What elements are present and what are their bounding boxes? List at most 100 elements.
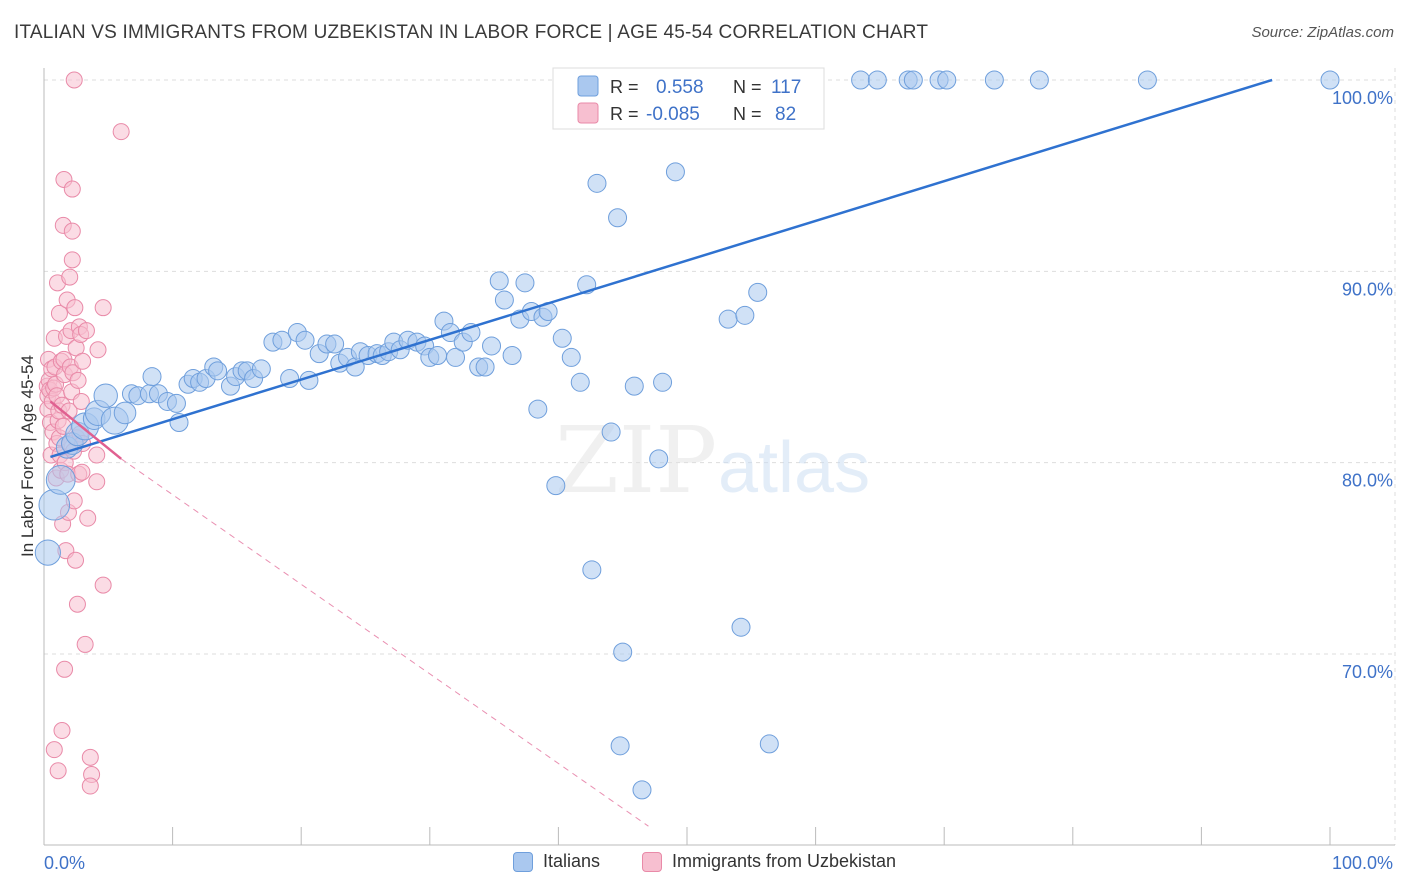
legend-n-value-italians: 117	[771, 77, 801, 98]
data-point-italians	[325, 334, 345, 354]
data-point-uzbek	[88, 446, 106, 464]
data-point-italians	[475, 357, 495, 377]
data-point-uzbek	[69, 371, 87, 389]
data-point-uzbek	[68, 595, 86, 613]
data-point-italians	[546, 476, 566, 496]
data-point-italians	[446, 347, 466, 367]
data-point-italians	[482, 336, 502, 356]
y-tick-label: 100.0%	[1332, 88, 1393, 108]
data-point-uzbek	[112, 123, 130, 141]
data-point-italians	[937, 70, 957, 90]
data-point-italians	[34, 539, 61, 566]
data-point-italians	[903, 70, 923, 90]
italians-points	[34, 70, 1340, 800]
data-point-uzbek	[45, 741, 63, 759]
data-point-uzbek	[81, 748, 99, 766]
data-point-italians	[489, 271, 509, 291]
data-point-italians	[748, 282, 768, 302]
bottom-legend-swatch-uzbek	[642, 851, 662, 872]
trend-lines	[49, 78, 1273, 827]
data-point-italians	[1029, 70, 1049, 90]
data-point-uzbek	[50, 304, 68, 322]
data-point-italians	[208, 361, 228, 381]
data-point-italians	[984, 70, 1004, 90]
uzbek-points	[38, 71, 130, 795]
data-point-italians	[624, 376, 644, 396]
x-tick-label: 100.0%	[1332, 853, 1393, 873]
y-tick-label: 70.0%	[1342, 662, 1393, 682]
bottom-legend-swatch-italians	[513, 851, 533, 872]
data-point-italians	[93, 383, 118, 408]
data-point-italians	[552, 328, 572, 348]
data-point-italians	[610, 736, 630, 756]
data-point-uzbek	[67, 551, 85, 569]
data-point-uzbek	[88, 473, 106, 491]
watermark: ZIP atlas	[555, 407, 870, 514]
data-point-uzbek	[63, 222, 81, 240]
data-point-uzbek	[79, 509, 97, 527]
data-point-uzbek	[63, 251, 81, 269]
data-point-italians	[515, 273, 535, 293]
data-point-uzbek	[73, 463, 91, 481]
data-point-italians	[731, 617, 751, 637]
bottom-legend-label-uzbek: Immigrants from Uzbekistan	[672, 851, 897, 871]
data-point-italians	[735, 305, 755, 325]
data-point-uzbek	[53, 722, 71, 740]
data-point-italians	[502, 346, 522, 366]
data-point-italians	[867, 70, 887, 90]
data-point-uzbek	[94, 299, 112, 317]
bottom-legend: Italians Immigrants from Uzbekistan	[0, 851, 1406, 877]
data-point-italians	[528, 399, 548, 419]
legend-swatch-uzbek	[577, 102, 599, 124]
y-tick-label: 90.0%	[1342, 279, 1393, 299]
data-point-italians	[142, 367, 162, 387]
data-point-italians	[601, 422, 621, 442]
data-point-italians	[45, 464, 76, 495]
data-point-italians	[718, 309, 738, 329]
trend-line-uzbek	[49, 400, 122, 460]
data-point-italians	[1320, 70, 1340, 90]
data-point-italians	[665, 162, 685, 182]
legend-r-value-italians: 0.558	[656, 77, 704, 98]
data-point-italians	[561, 347, 581, 367]
data-point-uzbek	[56, 660, 74, 678]
legend-swatch-italians	[577, 75, 599, 97]
x-tick-label: 0.0%	[44, 853, 85, 873]
data-point-italians	[851, 70, 871, 90]
legend-r-label-italians: R =	[610, 77, 639, 97]
data-point-uzbek	[94, 576, 112, 594]
data-point-italians	[113, 401, 137, 425]
data-point-uzbek	[65, 71, 83, 89]
data-point-italians	[494, 290, 514, 310]
data-point-italians	[251, 359, 271, 379]
trend-line-italians	[50, 78, 1273, 459]
data-point-uzbek	[61, 268, 79, 286]
data-point-uzbek	[49, 762, 67, 780]
watermark-zip: ZIP	[555, 407, 717, 514]
data-point-italians	[582, 560, 602, 580]
data-point-uzbek	[63, 180, 81, 198]
data-point-italians	[570, 372, 590, 392]
watermark-atlas: atlas	[718, 428, 870, 508]
bottom-legend-label-italians: Italians	[543, 851, 601, 871]
data-point-italians	[295, 330, 315, 350]
data-point-italians	[166, 393, 186, 413]
data-point-italians	[649, 449, 669, 469]
data-point-uzbek	[74, 352, 92, 370]
data-point-italians	[1137, 70, 1157, 90]
data-point-italians	[632, 780, 652, 800]
bottom-legend-uzbek: Immigrants from Uzbekistan	[642, 851, 896, 872]
data-point-italians	[587, 173, 607, 193]
legend-n-label-uzbek: N =	[733, 104, 762, 124]
legend-box: R = 0.558 N = 117 R = -0.085 N = 82	[552, 67, 825, 130]
data-point-italians	[608, 208, 628, 228]
data-point-uzbek	[89, 341, 107, 359]
data-point-uzbek	[77, 322, 95, 340]
data-point-italians	[428, 346, 448, 366]
data-point-italians	[272, 330, 292, 350]
source-label: Source: ZipAtlas.com	[1251, 24, 1394, 41]
data-point-uzbek	[72, 392, 90, 410]
data-point-uzbek	[76, 635, 94, 653]
tick-labels: 70.0% 80.0% 90.0% 100.0% 0.0% 100.0%	[44, 88, 1393, 873]
